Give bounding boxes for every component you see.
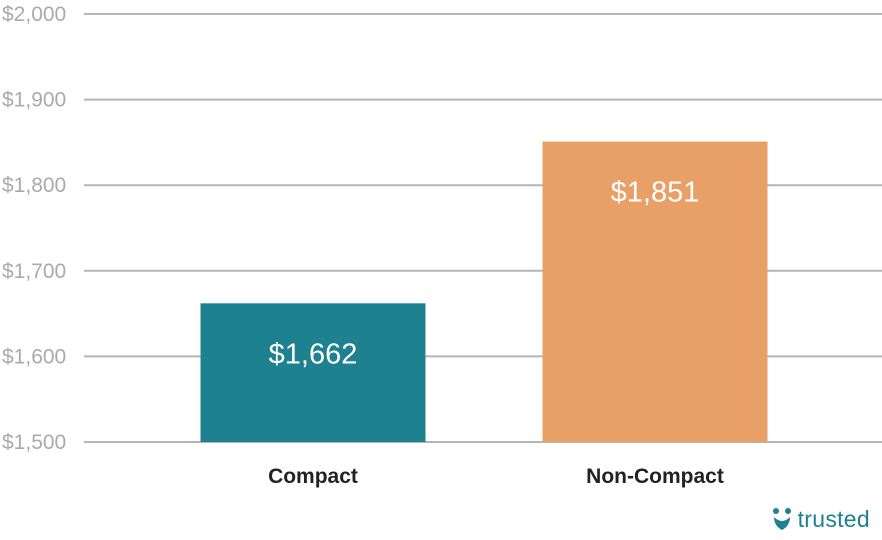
y-tick-label: $1,500: [2, 431, 66, 454]
y-tick-label: $1,600: [2, 345, 66, 368]
bar-compact: [200, 303, 426, 442]
y-tick-label: $1,800: [2, 174, 66, 197]
y-axis-ticks: $1,500 $1,600 $1,700 $1,800 $1,900 $2,000: [2, 3, 66, 454]
trusted-logo-icon: [772, 508, 791, 530]
y-tick-label: $2,000: [2, 3, 66, 26]
bar-non-compact: [542, 141, 768, 442]
y-tick-label: $1,900: [2, 89, 66, 112]
brand-name: trusted: [797, 505, 870, 532]
x-category-label: Compact: [268, 465, 358, 488]
data-label: $1,662: [269, 338, 358, 370]
y-tick-label: $1,700: [2, 260, 66, 283]
x-axis-categories: Compact Non-Compact: [268, 465, 724, 488]
x-category-label: Non-Compact: [586, 465, 724, 488]
brand-logo: trusted: [772, 504, 870, 534]
bars: $1,662 $1,851: [200, 141, 768, 442]
data-label: $1,851: [611, 177, 700, 209]
